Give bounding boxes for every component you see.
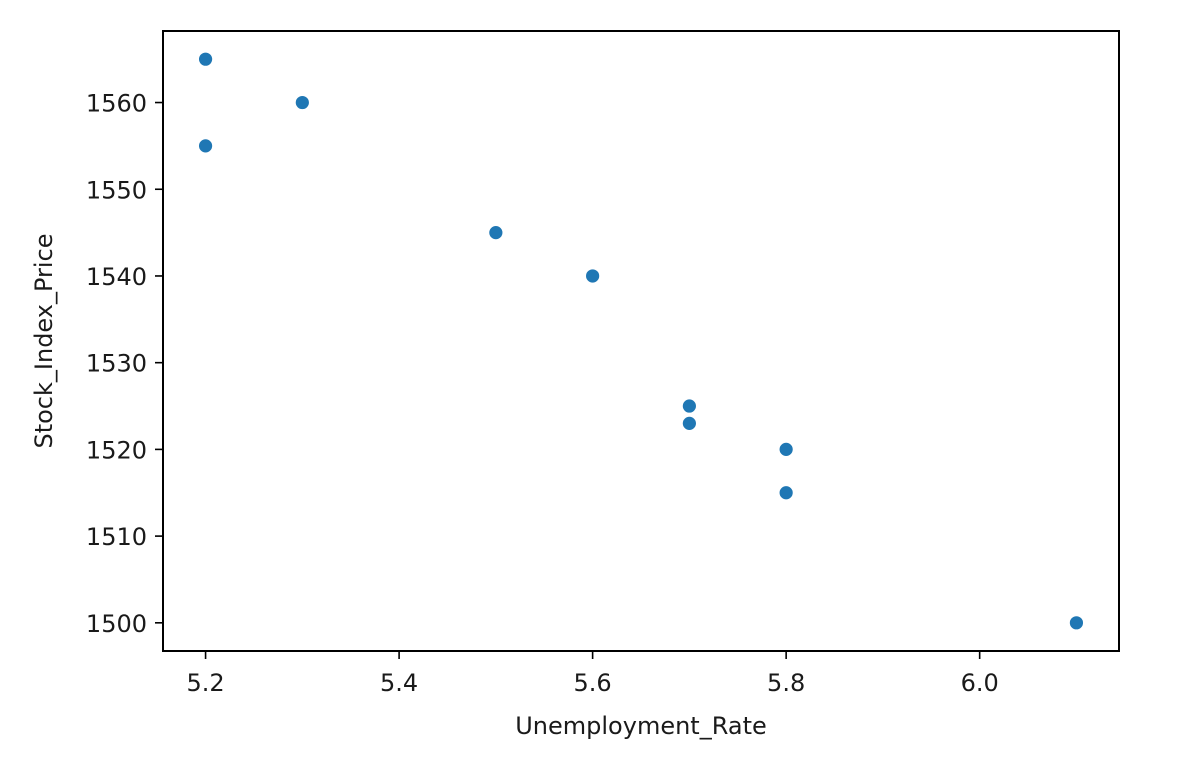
x-tick-label: 5.2: [186, 669, 224, 697]
data-point: [1069, 615, 1084, 631]
x-tick-label: 5.4: [380, 669, 418, 697]
y-tick-label: 1510: [86, 523, 147, 551]
x-axis-title: Unemployment_Rate: [515, 712, 767, 740]
data-point: [585, 268, 601, 284]
y-tick-label: 1560: [86, 90, 147, 118]
data-point: [198, 138, 213, 154]
data-points: [198, 51, 1084, 631]
data-point: [681, 398, 697, 414]
x-tick-label: 6.0: [961, 669, 999, 697]
data-point: [778, 441, 794, 457]
y-axis-title: Stock_Index_Price: [30, 233, 58, 448]
y-tick-label: 1530: [86, 350, 147, 378]
x-tick-label: 5.8: [767, 669, 805, 697]
data-point: [681, 415, 697, 431]
y-tick-label: 1520: [86, 436, 147, 464]
y-tick-label: 1500: [86, 610, 147, 638]
data-point: [198, 51, 213, 67]
data-point: [488, 225, 504, 241]
y-tick-label: 1550: [86, 176, 147, 204]
plot-area: [162, 30, 1120, 652]
data-point: [294, 95, 310, 110]
x-tick-label: 5.6: [574, 669, 612, 697]
data-point: [778, 485, 794, 501]
x-axis-ticks: 5.2 5.4 5.6 5.8 6.0: [186, 651, 999, 697]
y-axis-ticks: 1500 1510 1520 1530 1540 1550 1560: [86, 90, 163, 638]
y-tick-label: 1540: [86, 263, 147, 291]
